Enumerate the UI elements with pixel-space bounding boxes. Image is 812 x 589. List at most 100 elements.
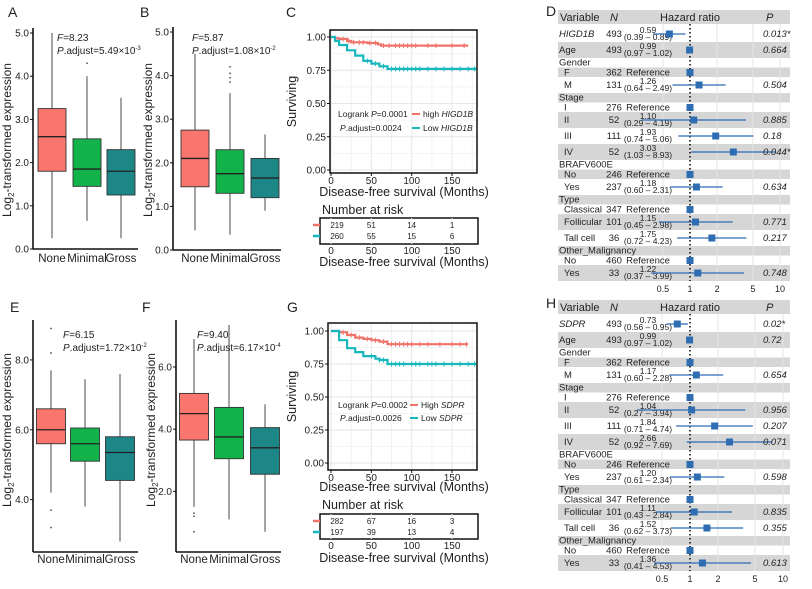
forest-row: Classical 347 Reference xyxy=(564,205,694,216)
hr-ci: (0.97 – 1.02) xyxy=(624,338,672,348)
row-p-value: 0.771 xyxy=(763,217,787,228)
row-band xyxy=(558,485,790,495)
hr-point xyxy=(686,206,694,213)
row-n: 237 xyxy=(606,182,622,193)
text-span: =9.40 xyxy=(203,330,229,341)
x-tick-label: 1 xyxy=(687,574,692,584)
y-axis-label: Log2-transformed expression xyxy=(0,63,16,217)
row-label: M xyxy=(564,370,572,381)
row-label: No xyxy=(564,256,576,267)
box-gross xyxy=(250,404,280,532)
y-tick-label: 0.00 xyxy=(307,166,327,177)
row-n: 493 xyxy=(606,335,622,346)
risk-x-tick-label: 100 xyxy=(403,246,420,257)
text-span: F xyxy=(63,330,70,341)
risk-count: 260 xyxy=(330,232,344,241)
y-tick-label: 2.0 xyxy=(155,158,169,169)
text-span: -3 xyxy=(135,46,141,52)
text-span: =0.0002 xyxy=(377,400,408,410)
forest-row: I 276 Reference xyxy=(564,393,694,404)
header-variable: Variable xyxy=(560,302,600,314)
row-label: II xyxy=(564,405,569,416)
hr-point xyxy=(695,81,703,89)
outlier-point xyxy=(50,526,52,529)
reference-label: Reference xyxy=(626,103,670,114)
hr-point xyxy=(686,461,694,468)
text-span: =0.0001 xyxy=(377,109,408,119)
y-tick-label: 6.0 xyxy=(158,362,172,373)
y-tick-label: 0.0 xyxy=(15,245,29,256)
x-tick-label: None xyxy=(181,253,209,265)
hr-point xyxy=(691,218,699,226)
risk-count: 15 xyxy=(407,232,416,241)
outlier-point xyxy=(86,62,88,65)
hr-point xyxy=(708,234,716,242)
text-span: =6.15 xyxy=(69,330,95,341)
row-label: IV xyxy=(564,147,574,158)
row-label: IV xyxy=(564,437,574,448)
p-adjust: P.adjust=0.0024 xyxy=(340,123,402,133)
text-span: 2 xyxy=(7,192,16,197)
f-statistic: F=9.40 xyxy=(197,330,229,341)
hr-ci: (0.41 – 4.53) xyxy=(624,561,672,571)
x-tick-label: Gross xyxy=(105,554,136,566)
row-band xyxy=(558,144,790,160)
forest-row: Follicular 101 1.15(0.45 – 2.98) 0.771 xyxy=(564,213,787,230)
x-tick-label: 5 xyxy=(750,284,755,294)
text-span: F xyxy=(197,330,204,341)
row-band xyxy=(558,67,790,77)
hr-point xyxy=(692,371,700,379)
text-span: -transformed expression xyxy=(0,63,14,192)
forest-row: Yes 237 1.18(0.60 – 2.31) 0.634 xyxy=(564,178,787,195)
y-tick-label: 4.0 xyxy=(155,71,169,82)
box-none xyxy=(180,53,210,231)
outlier-point xyxy=(193,530,195,533)
text-span: .adjust=5.49×10 xyxy=(64,46,136,57)
x-tick-label: 100 xyxy=(403,176,420,187)
row-n: 131 xyxy=(606,370,622,381)
forest-row: Age 493 0.99(0.97 – 1.02) 0.72 xyxy=(559,331,782,348)
forest-row: Follicular 101 1.11(0.43 – 2.84) 0.835 xyxy=(564,503,787,520)
hr-ci: (0.43 – 2.84) xyxy=(624,510,672,520)
panel-g: G 0.00 0.25 0.50 0.75 1.00 0 50 100 150 Surviving D… xyxy=(285,299,489,565)
text-span: 2 xyxy=(7,482,16,487)
forest-row: BRAFV600E xyxy=(559,450,613,461)
row-n: 493 xyxy=(606,319,622,330)
hr-point xyxy=(686,359,694,366)
box-none xyxy=(36,327,66,529)
hr-value: 1.26 xyxy=(640,76,657,86)
forest-row: Stage xyxy=(559,383,584,394)
f-statistic: F=8.23 xyxy=(57,33,89,44)
row-label: Classical xyxy=(564,205,602,216)
y-tick-label: 0.75 xyxy=(305,360,325,371)
risk-count: 4 xyxy=(450,528,455,537)
box-none xyxy=(37,33,67,239)
row-label: No xyxy=(564,170,576,181)
y-tick-label: 0.00 xyxy=(305,459,325,470)
hr-ci: (0.71 – 4.74) xyxy=(624,424,672,434)
text-span: Log xyxy=(0,197,14,217)
row-label: Age xyxy=(559,45,576,56)
hr-ci: (1.03 – 8.93) xyxy=(624,150,672,160)
outlier-point xyxy=(50,352,52,354)
text-span: P xyxy=(371,109,377,119)
row-label: Other_Malignancy xyxy=(559,246,636,257)
hr-value: 1.04 xyxy=(640,401,657,411)
row-label: F xyxy=(564,68,570,79)
y-tick-label: 0.75 xyxy=(307,66,327,77)
f-statistic: F=5.87 xyxy=(192,33,224,44)
y-tick-label: 4.0 xyxy=(15,72,29,83)
x-tick-label: 0.5 xyxy=(657,284,670,294)
risk-count: 197 xyxy=(330,528,344,537)
row-n: 101 xyxy=(606,217,622,228)
reference-label: Reference xyxy=(626,546,670,557)
forest-row: Other_Malignancy xyxy=(559,246,636,257)
hr-point xyxy=(711,422,719,430)
panel-h: H Variable N Hazard ratio P SDPR 493 0.73(0.56 … xyxy=(546,295,790,584)
hr-value: 1.20 xyxy=(640,468,657,478)
hr-ci: (0.45 – 2.98) xyxy=(624,220,672,230)
row-p-value: 0.071 xyxy=(763,437,787,448)
risk-count: 3 xyxy=(450,517,455,526)
box-iqr xyxy=(179,392,209,441)
